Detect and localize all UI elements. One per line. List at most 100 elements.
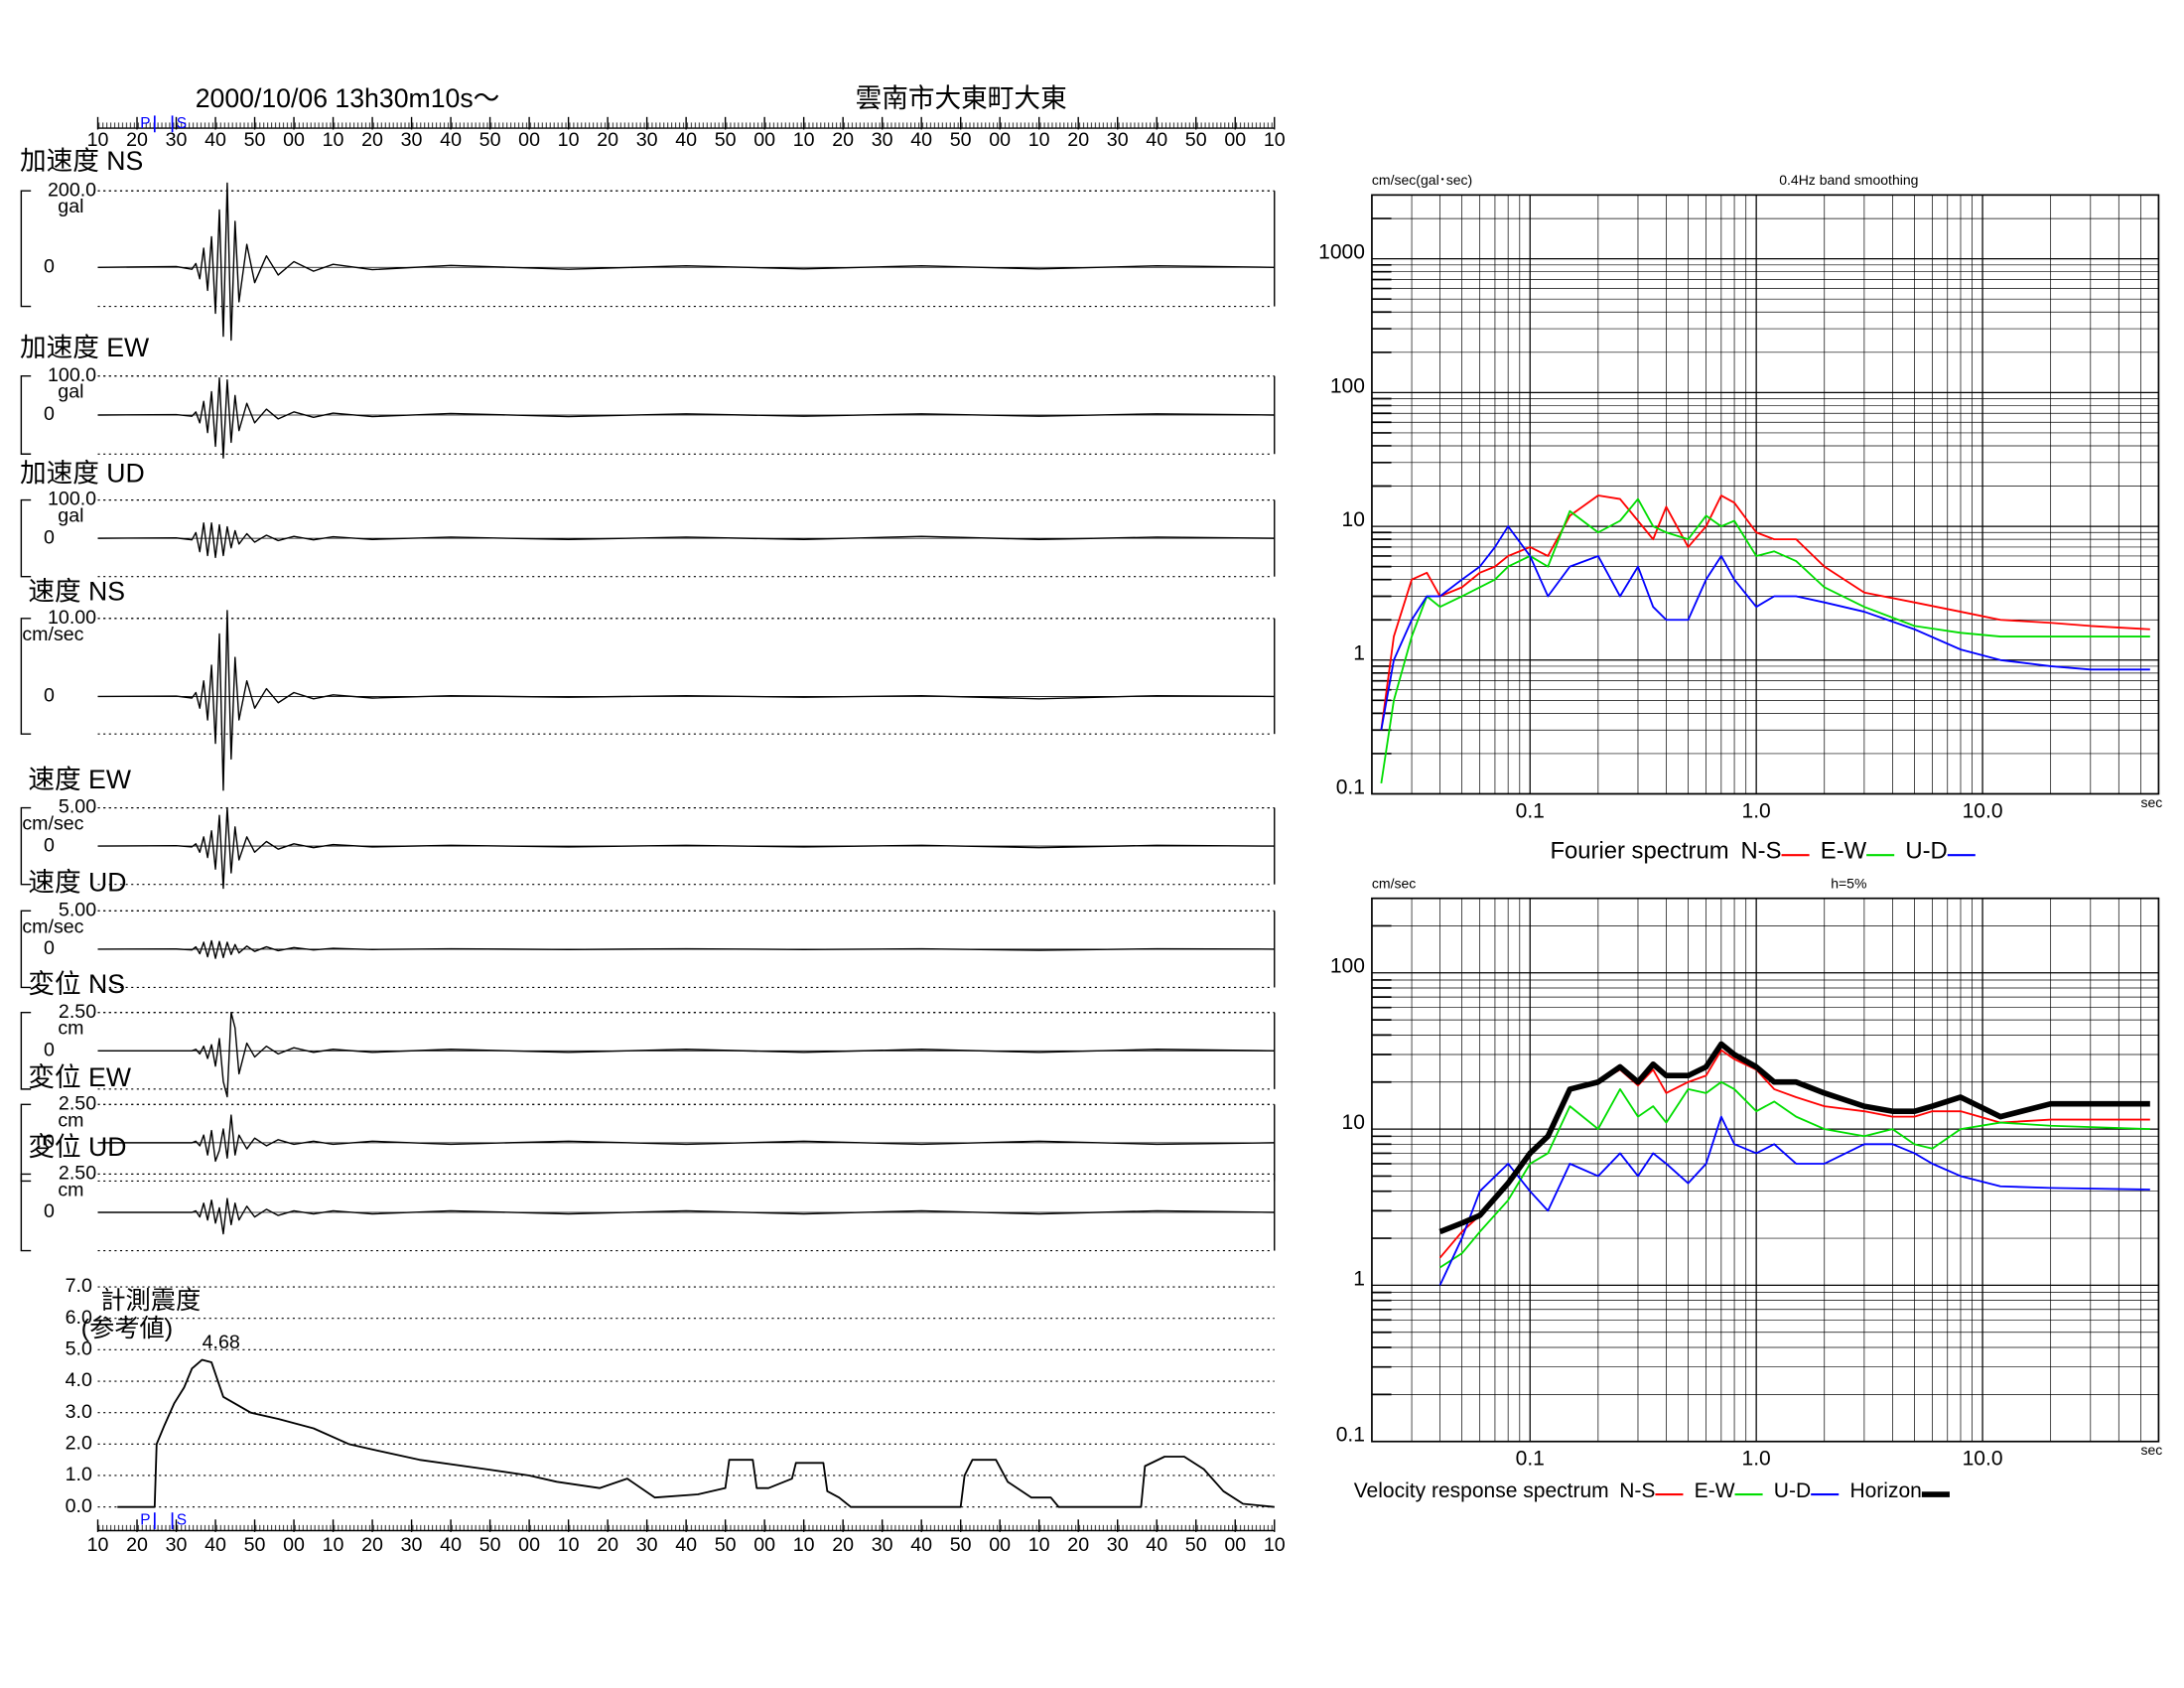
x-tick-label: 50 <box>1185 1534 1207 1556</box>
spectrum-line <box>1380 525 2150 731</box>
unit-label: cm/sec(gal･sec) <box>1372 172 1472 188</box>
waveform <box>97 1114 1275 1163</box>
panel-label: 変位 NS <box>28 969 125 999</box>
x-tick-label: 40 <box>205 1534 226 1556</box>
y-tick-label: 10 <box>1342 508 1365 531</box>
x-tick-label: 00 <box>283 129 305 151</box>
waveform <box>97 1012 1275 1098</box>
x-tick-label: 30 <box>1107 129 1129 151</box>
x-tick-label: 50 <box>244 1534 266 1556</box>
x-tick-label: 40 <box>910 1534 932 1556</box>
x-tick-label: 10 <box>323 1534 344 1556</box>
panel-bracket <box>20 498 32 578</box>
intensity-line <box>117 1358 1275 1508</box>
x-tick-label: 40 <box>1146 1534 1167 1556</box>
x-tick-label: 30 <box>636 129 658 151</box>
x-tick-label: 00 <box>518 129 540 151</box>
y-tick-label: 0.1 <box>1336 1424 1365 1447</box>
panel-label: 速度 EW <box>28 765 131 794</box>
panel-bracket <box>20 806 32 886</box>
panel-bracket <box>20 190 32 308</box>
x-tick-label: 40 <box>1146 129 1167 151</box>
x-tick-label: 30 <box>166 1534 188 1556</box>
legend-label: U-D <box>1905 838 1947 865</box>
legend-label: U-D <box>1774 1479 1811 1502</box>
y-tick-label: 10.00 <box>48 607 96 629</box>
x-tick-label: 10 <box>87 129 109 151</box>
legend-label: N-S <box>1740 838 1781 865</box>
y-tick-label: 0 <box>44 685 55 707</box>
panel-label: 変位 EW <box>28 1062 131 1092</box>
x-tick-label: 30 <box>872 1534 893 1556</box>
x-tick-label: 0.1 <box>1516 1448 1545 1471</box>
x-tick-label: 20 <box>361 129 383 151</box>
unit-label: gal <box>58 381 83 403</box>
x-tick-label: 50 <box>1185 129 1207 151</box>
legend-label: Horizon <box>1849 1479 1921 1502</box>
x-tick-label: 20 <box>126 1534 148 1556</box>
waveform <box>97 376 1275 459</box>
phase-marker-label: P <box>140 1512 150 1529</box>
x-tick-label: 20 <box>597 1534 618 1556</box>
unit-label: cm <box>58 1109 83 1131</box>
phase-marker-label: S <box>177 1512 187 1529</box>
x-tick-label: 20 <box>1067 129 1089 151</box>
x-tick-label: 10 <box>793 129 815 151</box>
x-tick-label: 50 <box>950 1534 972 1556</box>
x-tick-label: 20 <box>126 129 148 151</box>
y-tick-label: 2.0 <box>66 1433 92 1455</box>
y-tick-label: 0 <box>44 937 55 959</box>
spectrum-line <box>1380 497 2150 783</box>
phase-marker-label: S <box>177 115 187 132</box>
x-tick-label: 00 <box>989 1534 1011 1556</box>
x-tick-label: 1.0 <box>1742 799 1771 822</box>
x-tick-label: 40 <box>675 1534 697 1556</box>
spectrum-line <box>1438 1041 2150 1235</box>
y-tick-label: 100.0 <box>48 364 96 386</box>
x-tick-label: 00 <box>1224 129 1246 151</box>
spectrum-line <box>1380 494 2150 731</box>
waveform <box>97 521 1275 559</box>
unit-label: cm <box>58 1018 83 1040</box>
x-tick-label: 00 <box>1224 1534 1246 1556</box>
panel-sublabel: (参考値) <box>81 1315 174 1342</box>
waveform <box>97 806 1275 890</box>
panel-label: 変位 UD <box>28 1132 126 1162</box>
y-tick-label: 2.50 <box>59 1163 96 1185</box>
waveform <box>97 182 1275 342</box>
y-tick-label: 1.0 <box>66 1464 92 1485</box>
x-tick-label: 50 <box>479 129 501 151</box>
y-tick-label: 5.00 <box>59 796 96 818</box>
subtitle: 0.4Hz band smoothing <box>1779 172 1918 188</box>
panel-bracket <box>20 1173 32 1252</box>
panel-label: 計測震度 <box>100 1287 201 1315</box>
y-tick-label: 1 <box>1353 642 1365 665</box>
x-tick-label: 40 <box>205 129 226 151</box>
x-tick-label: 40 <box>910 129 932 151</box>
y-tick-label: 0 <box>44 403 55 425</box>
panel-bracket <box>20 375 32 455</box>
unit-label: gal <box>58 196 83 217</box>
x-unit-label: sec <box>2141 1442 2163 1458</box>
unit-label: cm <box>58 1179 83 1200</box>
x-tick-label: 20 <box>832 129 854 151</box>
y-tick-label: 0.0 <box>66 1495 92 1517</box>
x-tick-label: 10.0 <box>1963 799 2003 822</box>
waveform <box>97 610 1275 791</box>
x-tick-label: 20 <box>832 1534 854 1556</box>
x-tick-label: 00 <box>753 1534 775 1556</box>
header-datetime: 2000/10/06 13h30m10s〜 <box>196 83 500 113</box>
x-tick-label: 00 <box>518 1534 540 1556</box>
peak-label: 4.68 <box>203 1332 240 1353</box>
unit-label: cm/sec <box>1372 875 1416 891</box>
x-tick-label: 00 <box>283 1534 305 1556</box>
legend-title: Fourier spectrum <box>1550 838 1728 865</box>
x-tick-label: 10.0 <box>1963 1448 2003 1471</box>
panel-label: 加速度 UD <box>20 458 145 488</box>
panel-label: 速度 NS <box>28 577 125 607</box>
x-tick-label: 00 <box>989 129 1011 151</box>
y-tick-label: 4.0 <box>66 1369 92 1391</box>
panel-bracket <box>20 1103 32 1183</box>
